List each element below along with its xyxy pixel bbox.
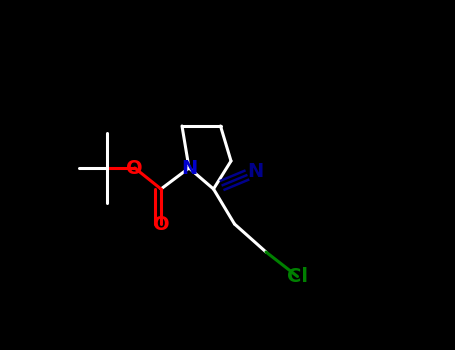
Text: Cl: Cl [287,267,308,286]
Text: O: O [153,215,169,233]
Text: N: N [181,159,197,177]
Text: N: N [248,162,263,181]
Text: O: O [126,159,143,177]
